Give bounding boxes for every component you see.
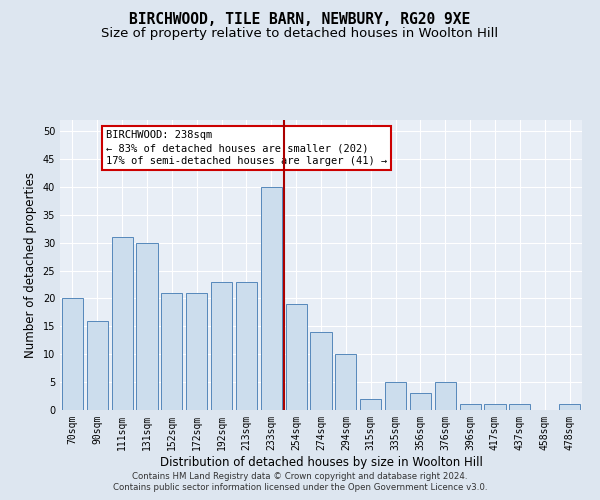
Bar [310,332,332,410]
Bar [410,394,431,410]
Bar [484,404,506,410]
Bar [360,399,381,410]
Bar [236,282,257,410]
Bar [211,282,232,410]
Bar [62,298,83,410]
Bar [435,382,456,410]
Bar [161,293,182,410]
Bar [335,354,356,410]
Bar [87,321,108,410]
Bar [559,404,580,410]
Bar [261,187,282,410]
Bar [112,237,133,410]
Bar [385,382,406,410]
Bar [509,404,530,410]
Bar [460,404,481,410]
Text: BIRCHWOOD, TILE BARN, NEWBURY, RG20 9XE: BIRCHWOOD, TILE BARN, NEWBURY, RG20 9XE [130,12,470,28]
X-axis label: Distribution of detached houses by size in Woolton Hill: Distribution of detached houses by size … [160,456,482,468]
Text: Contains HM Land Registry data © Crown copyright and database right 2024.
Contai: Contains HM Land Registry data © Crown c… [113,472,487,492]
Bar [286,304,307,410]
Text: BIRCHWOOD: 238sqm
← 83% of detached houses are smaller (202)
17% of semi-detache: BIRCHWOOD: 238sqm ← 83% of detached hous… [106,130,387,166]
Y-axis label: Number of detached properties: Number of detached properties [24,172,37,358]
Bar [186,293,207,410]
Text: Size of property relative to detached houses in Woolton Hill: Size of property relative to detached ho… [101,28,499,40]
Bar [136,242,158,410]
